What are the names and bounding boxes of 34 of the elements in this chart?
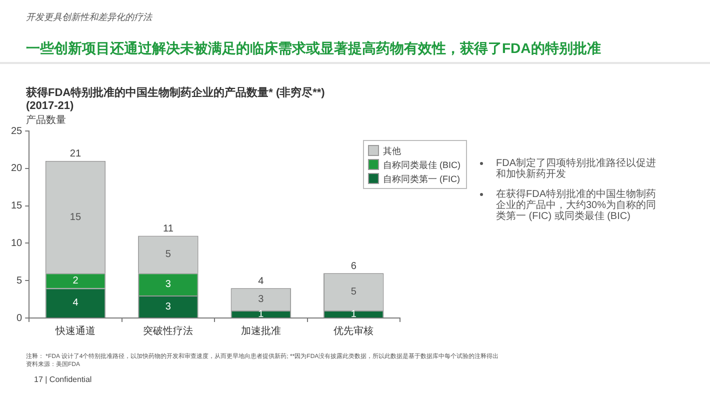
y-tick-label: 20 bbox=[11, 163, 23, 174]
total-label: 11 bbox=[163, 223, 174, 234]
text: 17 | Confidential bbox=[34, 375, 92, 384]
total-label: 4 bbox=[258, 276, 264, 287]
x-tick-label: 突破性疗法 bbox=[143, 324, 194, 337]
total-label: 21 bbox=[70, 148, 82, 160]
legend-label: 自称同类最佳 (BIC) bbox=[383, 160, 460, 170]
text: 在获得FDA特别批准的中国生物制药企业的产品中，大约30%为自称的同类第一 (FIC) 或同类最佳 (BIC) bbox=[495, 189, 658, 222]
data-label: 3 bbox=[165, 279, 172, 290]
data-label: 4 bbox=[72, 298, 79, 309]
legend-label: 其他 bbox=[383, 146, 401, 156]
y-tick-label: 10 bbox=[11, 238, 23, 249]
data-label: 2 bbox=[72, 275, 79, 286]
data-label: 1 bbox=[350, 308, 357, 320]
legend-label: 自称同类第一 (FIC) bbox=[383, 174, 460, 184]
data-label: 1 bbox=[258, 308, 264, 320]
chart-title: 获得FDA特别批准的中国生物制药企业的产品数量* (非穷尽**) (2017-21) bbox=[26, 87, 326, 113]
x-tick-label: 优先审核 bbox=[334, 324, 374, 337]
text: FDA制定了四项特别批准路径以促进和加快新药开发 bbox=[495, 158, 657, 180]
y-tick-label: 5 bbox=[16, 275, 23, 286]
data-label: 3 bbox=[258, 294, 264, 306]
data-label: 15 bbox=[70, 212, 82, 223]
x-tick-label: 加速批准 bbox=[240, 324, 281, 337]
data-label: 5 bbox=[350, 286, 357, 298]
data-label: 5 bbox=[165, 249, 172, 260]
y-tick-label: 25 bbox=[11, 126, 23, 137]
text: 一些创新项目还通过解决未被满足的临床需求或显著提高药物有效性，获得了FDA的特别批准 bbox=[26, 40, 601, 58]
total-label: 6 bbox=[350, 260, 357, 272]
y-tick-label: 0 bbox=[16, 312, 23, 324]
x-tick-label: 快速通道 bbox=[54, 324, 96, 337]
data-label: 3 bbox=[165, 301, 172, 312]
y-axis-title: 产品数量 bbox=[26, 114, 66, 127]
y-tick-label: 15 bbox=[11, 200, 23, 212]
text: 开发更具创新性和差异化的疗法 bbox=[26, 11, 152, 24]
